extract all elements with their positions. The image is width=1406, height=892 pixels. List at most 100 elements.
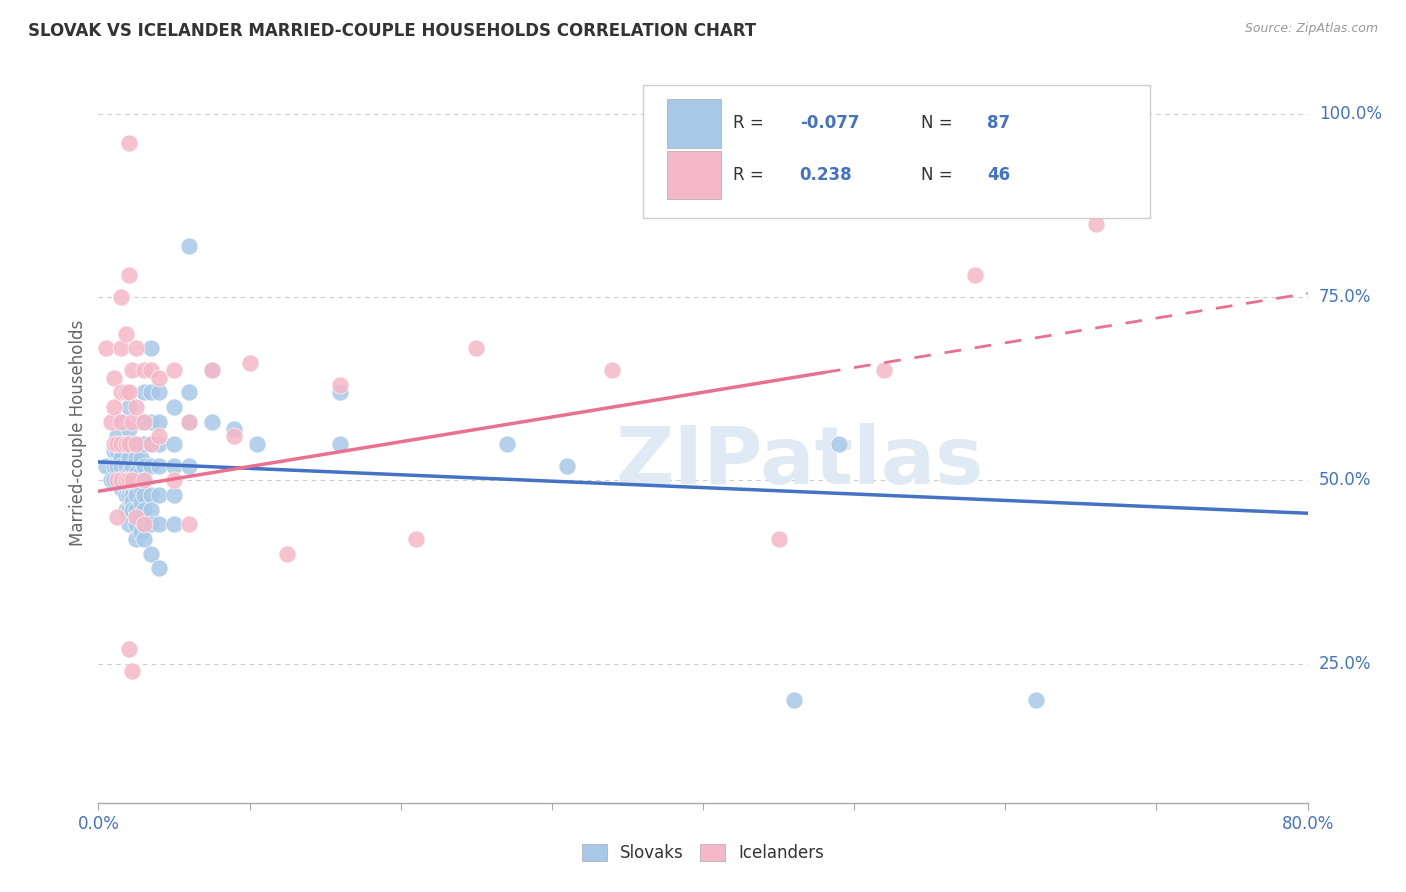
Point (118, 481, 141, 495)
Point (114, 436, 136, 450)
Point (125, 481, 148, 495)
Point (114, 326, 136, 341)
Point (179, 415, 201, 429)
Point (110, 385, 132, 400)
Point (179, 238, 201, 252)
Point (163, 363, 186, 377)
Text: 75.0%: 75.0% (1319, 288, 1371, 306)
Point (114, 458, 136, 473)
Point (148, 429, 170, 443)
Point (148, 458, 170, 473)
Point (118, 436, 141, 450)
Text: 0.238: 0.238 (800, 166, 852, 184)
FancyBboxPatch shape (643, 85, 1150, 218)
Point (105, 473, 128, 487)
Point (163, 473, 186, 487)
Point (828, 436, 851, 450)
Text: ZIPatlas: ZIPatlas (616, 423, 984, 501)
Point (125, 341, 148, 355)
Point (148, 370, 170, 384)
Point (239, 356, 262, 370)
Point (100, 473, 122, 487)
Point (110, 458, 132, 473)
Point (121, 495, 143, 509)
Point (110, 481, 132, 495)
Point (125, 436, 148, 450)
Point (141, 415, 163, 429)
Point (179, 415, 201, 429)
Point (118, 517, 141, 532)
Point (103, 400, 125, 414)
Text: R =: R = (734, 114, 769, 132)
Point (118, 466, 141, 480)
Point (105, 436, 128, 450)
Point (132, 436, 155, 450)
Point (555, 458, 578, 473)
Point (179, 458, 201, 473)
Point (224, 422, 246, 436)
Point (965, 268, 987, 282)
Point (114, 481, 136, 495)
Point (132, 473, 155, 487)
Point (163, 488, 186, 502)
Point (201, 363, 224, 377)
Point (129, 436, 152, 450)
Text: 87: 87 (987, 114, 1011, 132)
Point (94, 341, 117, 355)
Point (105, 429, 128, 443)
Text: N =: N = (921, 114, 957, 132)
Text: N =: N = (921, 166, 957, 184)
Point (329, 385, 352, 400)
Point (114, 502, 136, 516)
Point (121, 502, 143, 516)
Text: 50.0%: 50.0% (1319, 471, 1371, 490)
Point (118, 422, 141, 436)
Point (118, 136, 141, 150)
Point (224, 429, 246, 443)
Point (132, 473, 155, 487)
Point (114, 473, 136, 487)
Point (121, 488, 143, 502)
Point (121, 363, 143, 377)
Point (148, 436, 170, 450)
Point (148, 415, 170, 429)
Point (105, 458, 128, 473)
Text: 46: 46 (987, 166, 1011, 184)
Point (118, 473, 141, 487)
Point (121, 481, 143, 495)
Point (465, 341, 488, 355)
Point (121, 473, 143, 487)
Point (163, 517, 186, 532)
Point (110, 415, 132, 429)
Point (125, 510, 148, 524)
Point (103, 370, 125, 384)
Point (179, 517, 201, 532)
Point (129, 495, 152, 509)
Point (129, 524, 152, 539)
FancyBboxPatch shape (666, 152, 721, 200)
Point (121, 473, 143, 487)
Point (114, 385, 136, 400)
Point (129, 415, 152, 429)
Point (118, 451, 141, 466)
Point (132, 532, 155, 546)
Point (132, 415, 155, 429)
Point (129, 451, 152, 466)
Point (132, 502, 155, 516)
Point (103, 444, 125, 458)
Point (783, 693, 806, 707)
Point (110, 290, 132, 304)
Point (118, 641, 141, 656)
Point (873, 363, 896, 377)
Point (118, 488, 141, 502)
Point (114, 488, 136, 502)
Point (132, 415, 155, 429)
Point (141, 436, 163, 450)
Point (125, 532, 148, 546)
Point (118, 385, 141, 400)
Point (141, 488, 163, 502)
Point (118, 473, 141, 487)
Text: R =: R = (734, 166, 775, 184)
Point (201, 415, 224, 429)
Point (163, 458, 186, 473)
